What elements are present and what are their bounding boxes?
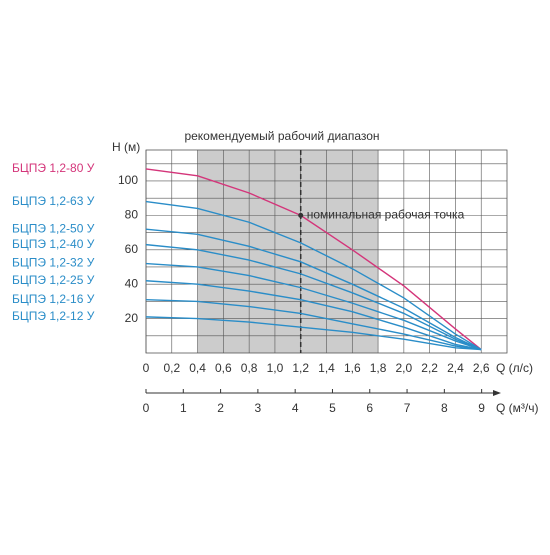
curve (145, 316, 482, 351)
x-tick-label: 1,6 (344, 361, 361, 375)
x-tick-label: 2,4 (447, 361, 464, 375)
x2-tick-label: 2 (217, 401, 224, 415)
curve (145, 228, 482, 351)
x-tick-label: 2,0 (396, 361, 413, 375)
x2-tick-label: 6 (366, 401, 373, 415)
x-tick-label: 0,4 (189, 361, 206, 375)
x2-axis-label: Q (м³/ч) (496, 401, 539, 415)
y-tick-label: 40 (125, 276, 139, 290)
x2-tick-label: 9 (478, 401, 485, 415)
legend-label: БЦПЭ 1,2-50 У (12, 221, 95, 235)
x-tick-label: 0,8 (241, 361, 258, 375)
x-tick-label: 1,4 (318, 361, 335, 375)
curve (145, 262, 482, 351)
curve (145, 280, 482, 351)
x-tick-label: 0,2 (163, 361, 180, 375)
curve (145, 168, 482, 351)
curve (145, 298, 482, 351)
nominal-point (298, 212, 304, 218)
x2-tick-label: 0 (143, 401, 150, 415)
y-tick-label: 80 (125, 208, 139, 222)
x-tick-label: 0 (143, 361, 150, 375)
recommended-range (197, 150, 379, 353)
x2-tick-label: 1 (180, 401, 187, 415)
legend-label: БЦПЭ 1,2-16 У (12, 292, 95, 306)
x-tick-label: 1,8 (370, 361, 387, 375)
legend-label: БЦПЭ 1,2-32 У (12, 256, 95, 270)
x2-tick-label: 5 (329, 401, 336, 415)
y-tick-label: 60 (125, 242, 139, 256)
legend-label: БЦПЭ 1,2-25 У (12, 273, 95, 287)
x2-tick-label: 3 (255, 401, 262, 415)
curve (145, 243, 482, 351)
x-tick-label: 2,6 (473, 361, 490, 375)
x2-arrow (493, 390, 501, 396)
x-tick-label: 1,0 (267, 361, 284, 375)
legend-label: БЦПЭ 1,2-40 У (12, 237, 95, 251)
plot-frame (145, 149, 508, 354)
x-tick-label: 0,6 (215, 361, 232, 375)
curve (145, 200, 482, 351)
x-tick-label: 1,2 (292, 361, 309, 375)
x-axis-label: Q (л/с) (496, 361, 533, 375)
x-tick-label: 2,2 (421, 361, 438, 375)
x2-tick-label: 8 (441, 401, 448, 415)
range-title: рекомендуемый рабочий диапазон (184, 129, 379, 143)
legend-label: БЦПЭ 1,2-63 У (12, 194, 95, 208)
y-axis-label: H (м) (112, 140, 140, 154)
y-tick-label: 100 (118, 173, 138, 187)
x2-tick-label: 4 (292, 401, 299, 415)
nominal-label: номинальная рабочая точка (307, 208, 465, 222)
legend-label: БЦПЭ 1,2-80 У (12, 161, 95, 175)
legend-label: БЦПЭ 1,2-12 У (12, 309, 95, 323)
y-tick-label: 20 (125, 311, 139, 325)
x2-tick-label: 7 (404, 401, 411, 415)
